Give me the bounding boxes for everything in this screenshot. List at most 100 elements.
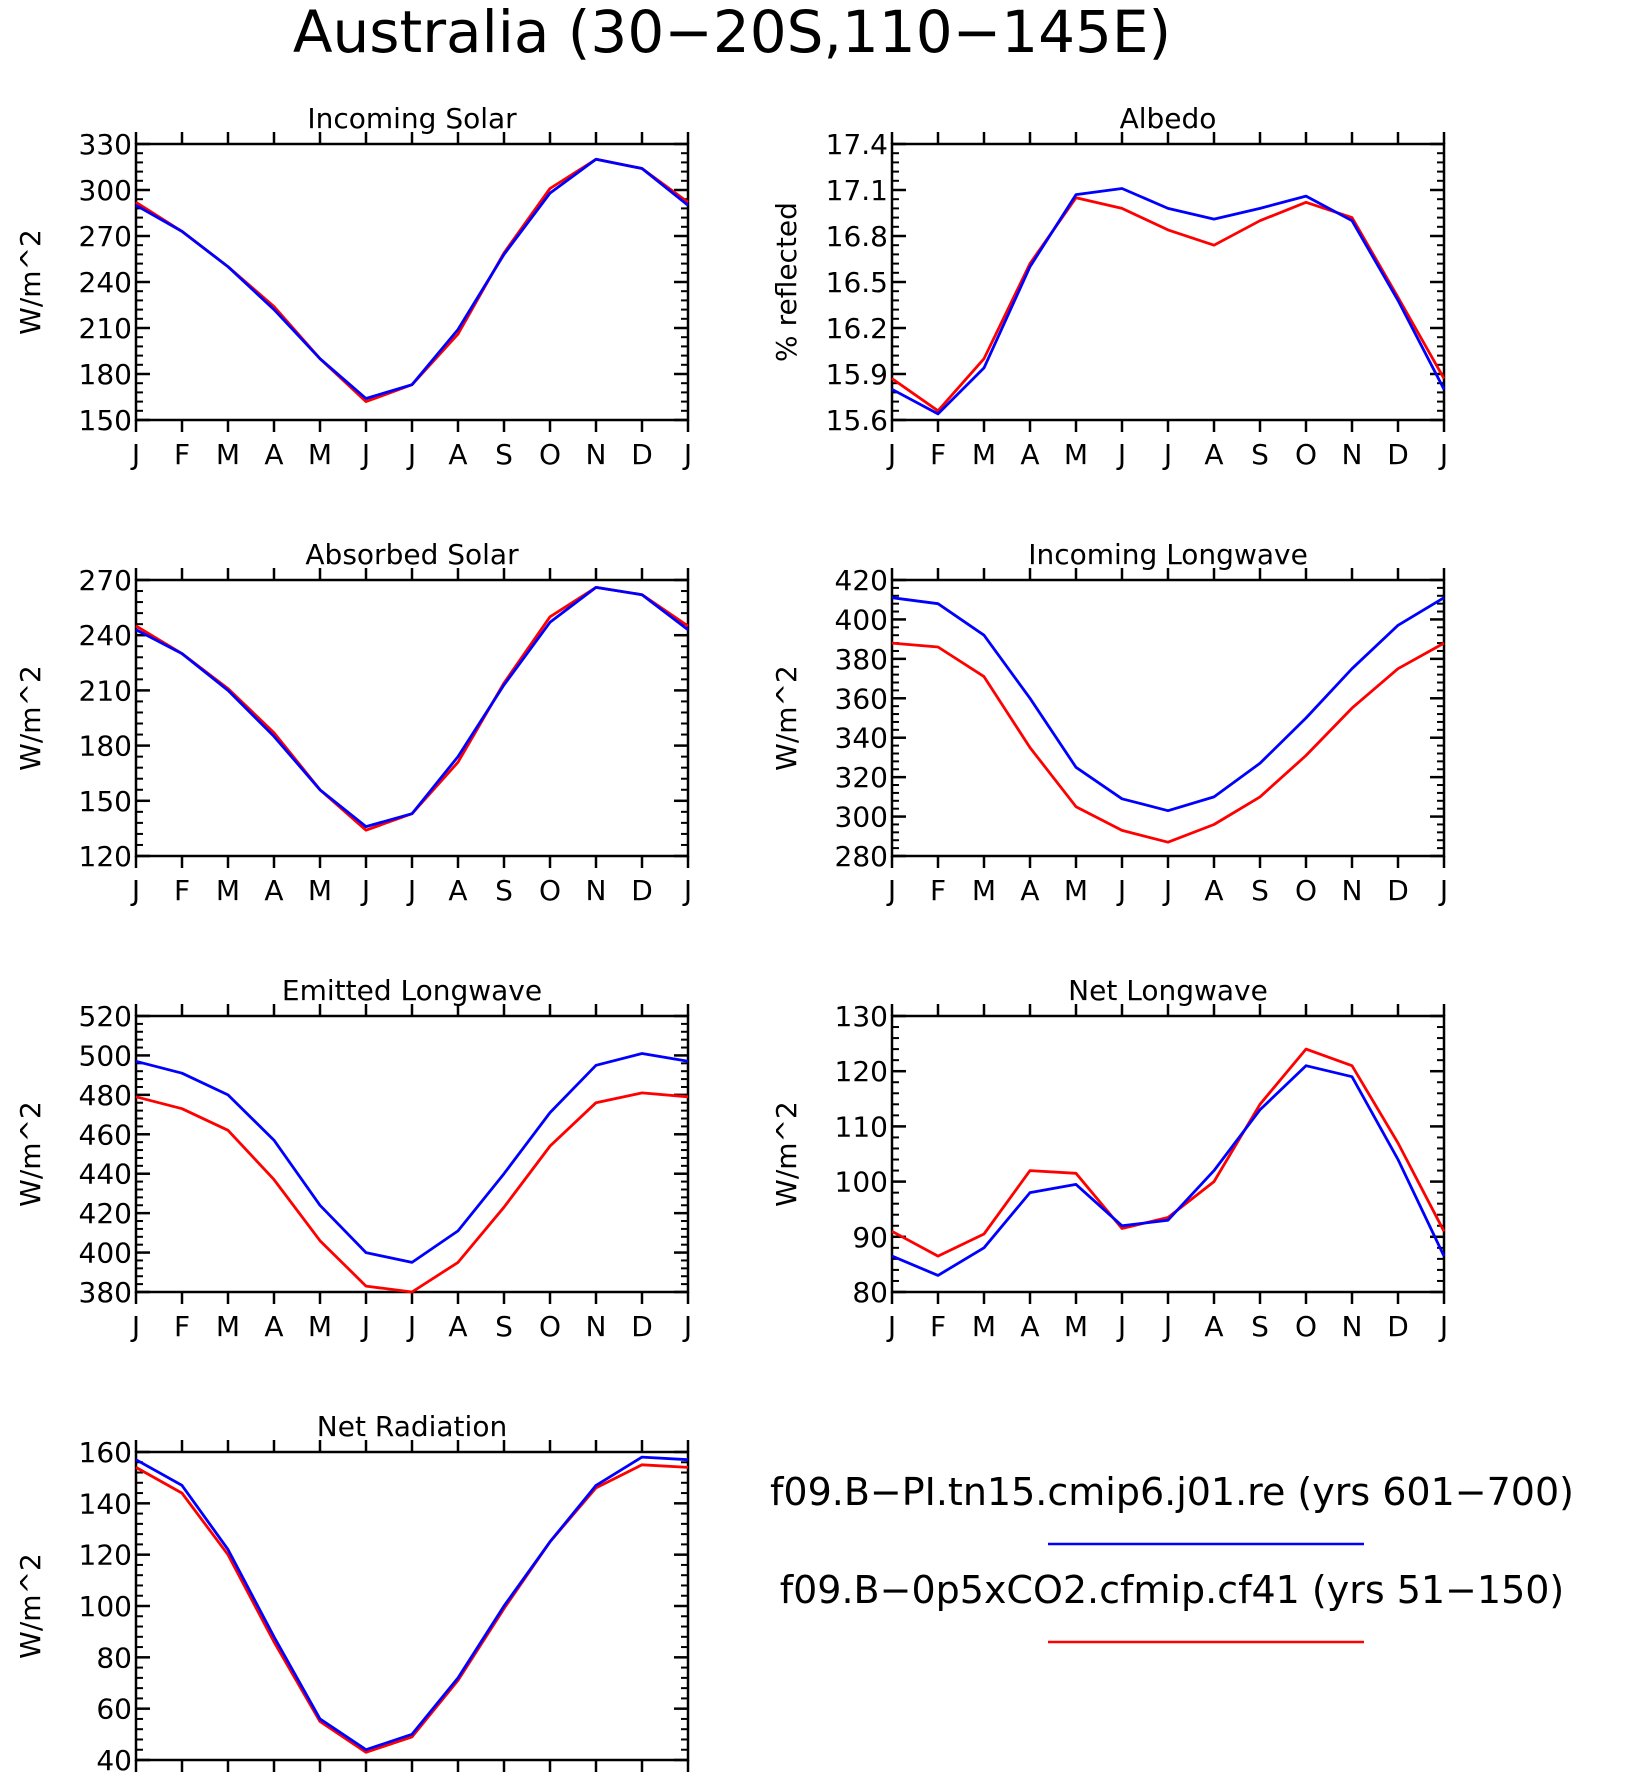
series-line-0	[135, 586, 689, 832]
xtick-label: F	[174, 1778, 190, 1783]
xtick-label: J	[1116, 874, 1126, 907]
ytick-label: 380	[79, 1276, 132, 1309]
ytick-label: 270	[79, 564, 132, 597]
xtick-label: A	[1204, 438, 1223, 471]
xtick-label: J	[130, 874, 140, 907]
xtick-label: J	[886, 1310, 896, 1343]
ytick-label: 150	[79, 404, 132, 437]
ytick-label: 320	[835, 761, 888, 794]
xtick-label: J	[682, 874, 692, 907]
ytick-label: 120	[835, 1055, 888, 1088]
xtick-label: S	[1251, 438, 1269, 471]
ytick-label: 420	[835, 564, 888, 597]
xtick-label: D	[631, 1310, 653, 1343]
y-axis-label: W/m^2	[14, 1101, 47, 1207]
xtick-label: J	[1438, 1310, 1448, 1343]
xtick-label: O	[539, 438, 561, 471]
xtick-label: A	[448, 874, 467, 907]
xtick-label: M	[308, 438, 332, 471]
panel-title: Absorbed Solar	[305, 538, 519, 571]
ytick-label: 90	[852, 1221, 888, 1254]
ytick-label: 180	[79, 730, 132, 763]
xtick-label: M	[972, 1310, 996, 1343]
series-line-1	[891, 596, 1445, 813]
series-line-1	[135, 1455, 689, 1752]
xtick-label: N	[1342, 1310, 1363, 1343]
ytick-label: 500	[79, 1039, 132, 1072]
xtick-label: A	[264, 1778, 283, 1783]
panel-title: Incoming Solar	[307, 102, 517, 135]
series-line-0	[891, 641, 1445, 844]
xtick-label: J	[886, 438, 896, 471]
legend-label-0: f09.B−PI.tn15.cmip6.j01.re (yrs 601−700)	[770, 1470, 1574, 1514]
ytick-label: 17.4	[826, 128, 888, 161]
xtick-label: M	[216, 1310, 240, 1343]
xtick-label: M	[1064, 1310, 1088, 1343]
ytick-label: 100	[835, 1166, 888, 1199]
ytick-label: 110	[835, 1110, 888, 1143]
ytick-label: 380	[835, 643, 888, 676]
ytick-label: 330	[79, 128, 132, 161]
series-line-0	[135, 1463, 689, 1754]
xtick-label: F	[930, 874, 946, 907]
xtick-label: S	[1251, 1310, 1269, 1343]
xtick-label: J	[360, 438, 370, 471]
series-line-0	[891, 196, 1446, 413]
xtick-label: J	[1162, 874, 1172, 907]
xtick-label: A	[264, 1310, 283, 1343]
plot-frame	[890, 578, 1446, 858]
panel-6: 40 60 80 100 120 140 160 J F M A M J J A S O N D J Net Radia…	[14, 1410, 692, 1783]
series-line-1	[135, 586, 689, 828]
xtick-label: M	[216, 874, 240, 907]
legend-label-1: f09.B−0p5xCO2.cfmip.cf41 (yrs 51−150)	[780, 1568, 1565, 1612]
xtick-label: D	[1387, 874, 1409, 907]
xtick-label: J	[406, 1310, 416, 1343]
ytick-label: 520	[79, 1000, 132, 1033]
xtick-label: A	[264, 874, 283, 907]
xtick-label: J	[360, 1310, 370, 1343]
ytick-label: 480	[79, 1079, 132, 1112]
xtick-label: N	[1342, 438, 1363, 471]
ytick-label: 16.5	[826, 266, 888, 299]
xtick-label: F	[174, 874, 190, 907]
y-axis-label: W/m^2	[770, 665, 803, 771]
y-axis-label: W/m^2	[14, 229, 47, 335]
ytick-label: 150	[79, 785, 132, 818]
ytick-label: 60	[96, 1693, 132, 1726]
plot-frame	[134, 142, 690, 422]
xtick-label: J	[360, 1778, 370, 1783]
xtick-label: A	[1020, 874, 1039, 907]
ytick-label: 340	[835, 722, 888, 755]
ytick-label: 130	[835, 1000, 888, 1033]
xtick-label: J	[886, 874, 896, 907]
y-axis-label: % reflected	[770, 202, 803, 362]
xtick-label: J	[1162, 1310, 1172, 1343]
ytick-label: 17.1	[826, 174, 888, 207]
legend: f09.B−PI.tn15.cmip6.j01.re (yrs 601−700)…	[770, 1470, 1574, 1644]
plot-frame	[890, 1014, 1446, 1294]
xtick-label: J	[1438, 874, 1448, 907]
xtick-label: O	[1295, 1310, 1317, 1343]
ytick-label: 160	[79, 1436, 132, 1469]
xtick-label: S	[1251, 874, 1269, 907]
xtick-label: M	[308, 874, 332, 907]
ytick-label: 210	[79, 674, 132, 707]
xtick-label: M	[216, 438, 240, 471]
xtick-label: D	[631, 1778, 653, 1783]
series-line-0	[135, 157, 689, 404]
xtick-label: J	[1438, 438, 1448, 471]
xtick-label: N	[1342, 874, 1363, 907]
ytick-label: 15.9	[826, 358, 888, 391]
ytick-label: 80	[96, 1641, 132, 1674]
xtick-label: M	[1064, 438, 1088, 471]
xtick-label: M	[972, 874, 996, 907]
series-line-1	[135, 1052, 689, 1264]
xtick-label: D	[1387, 438, 1409, 471]
xtick-label: D	[631, 438, 653, 471]
xtick-label: S	[495, 874, 513, 907]
